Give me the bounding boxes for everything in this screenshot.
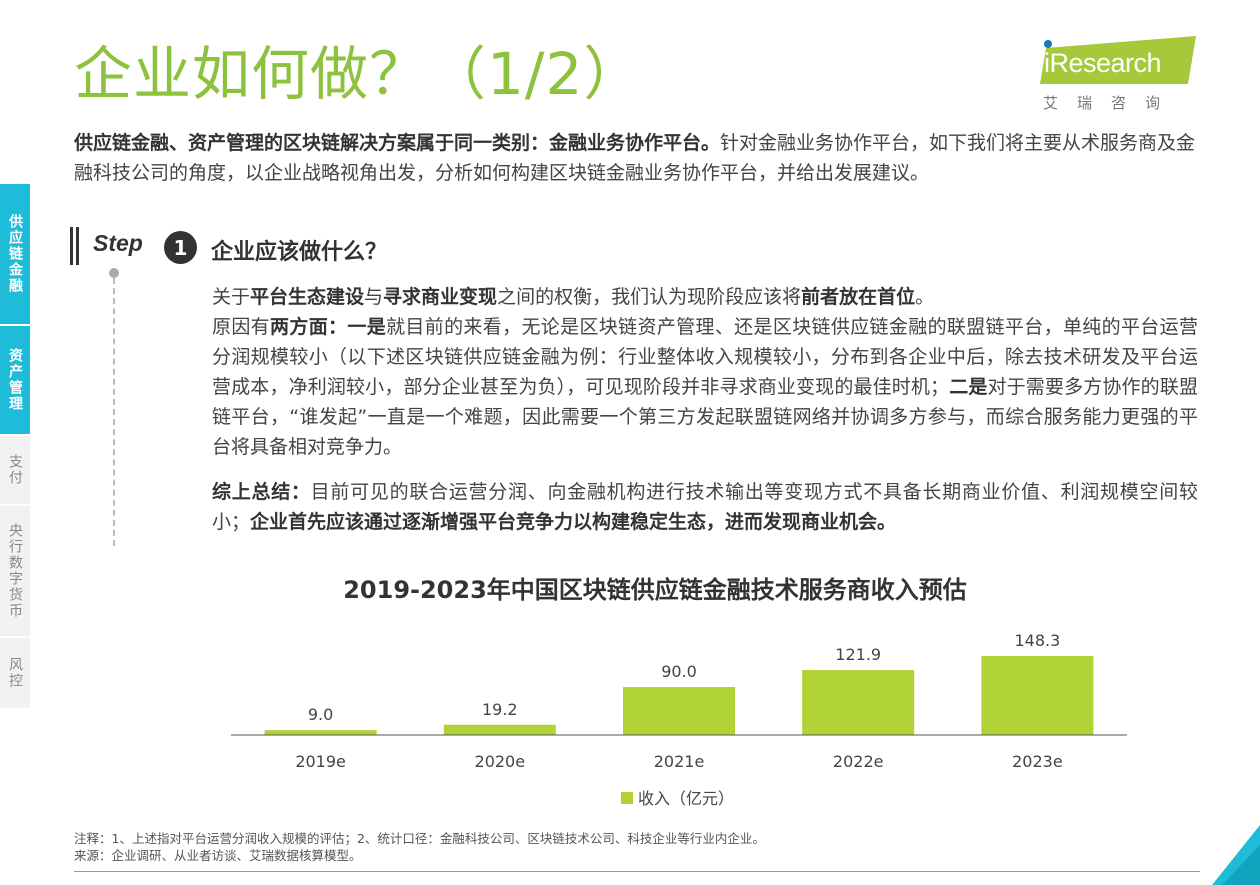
bar-2020e bbox=[443, 724, 556, 735]
bar-2021e bbox=[623, 687, 735, 735]
body-paragraph-1: 关于平台生态建设与寻求商业变现之间的权衡，我们认为现阶段应该将前者放在首位。 原因… bbox=[212, 286, 1198, 458]
legend-swatch bbox=[621, 792, 633, 804]
data-label-2019e: 9.0 bbox=[308, 705, 333, 724]
body-text: 关于平台生态建设与寻求商业变现之间的权衡，我们认为现阶段应该将前者放在首位。 原因… bbox=[212, 282, 1198, 537]
intro-paragraph: 供应链金融、资产管理的区块链解决方案属于同一类别：金融业务协作平台。针对金融业务… bbox=[74, 128, 1199, 188]
page-title: 企业如何做？（1/2） bbox=[74, 40, 643, 108]
logo-text: iResearch bbox=[1044, 48, 1162, 78]
side-navigation: 供应链金融 资产管理 支付 央行数字货币 风控 bbox=[0, 184, 30, 710]
legend-label: 收入（亿元） bbox=[638, 789, 734, 808]
bar-2022e bbox=[802, 670, 915, 735]
intro-bold: 供应链金融、资产管理的区块链解决方案属于同一类别：金融业务协作平台。 bbox=[74, 132, 721, 154]
chart-title: 2019-2023年中国区块链供应链金融技术服务商收入预估 bbox=[343, 576, 967, 604]
bar-2019e bbox=[264, 730, 377, 735]
step-marker-bars bbox=[70, 227, 80, 265]
bar-2023e bbox=[981, 656, 1094, 735]
side-tab-asset-management[interactable]: 资产管理 bbox=[0, 326, 30, 436]
tick-label-2019e: 2019e bbox=[295, 752, 346, 771]
data-label-2022e: 121.9 bbox=[835, 645, 881, 664]
footnotes: 注释：1、上述指对平台运营分润收入规模的评估；2、统计口径：金融科技公司、区块链… bbox=[74, 830, 765, 864]
tick-label-2021e: 2021e bbox=[654, 752, 705, 771]
tick-label-2022e: 2022e bbox=[833, 752, 884, 771]
step-number-badge: 1 bbox=[164, 231, 197, 264]
corner-decoration bbox=[1212, 825, 1260, 885]
data-label-2020e: 19.2 bbox=[482, 700, 518, 719]
footnote-source: 来源：企业调研、从业者访谈、艾瑞数据核算模型。 bbox=[74, 848, 362, 863]
tick-label-2023e: 2023e bbox=[1012, 752, 1063, 771]
side-tab-cbdc[interactable]: 央行数字货币 bbox=[0, 506, 30, 638]
iresearch-logo: iResearch 艾瑞咨询 bbox=[1040, 34, 1200, 114]
side-tab-risk-control[interactable]: 风控 bbox=[0, 638, 30, 710]
side-tab-supply-chain-finance[interactable]: 供应链金融 bbox=[0, 184, 30, 326]
footnote-note: 注释：1、上述指对平台运营分润收入规模的评估；2、统计口径：金融科技公司、区块链… bbox=[74, 831, 765, 846]
footer-divider bbox=[74, 871, 1200, 872]
body-paragraph-summary: 综上总结：目前可见的联合运营分润、向金融机构进行技术输出等变现方式不具备长期商业… bbox=[212, 481, 1198, 533]
tick-label-2020e: 2020e bbox=[475, 752, 526, 771]
step-label: Step bbox=[93, 230, 143, 256]
intro-rest: 针对金融业务协作平台，如下我们将主要从术服务商及金融科技公司的角度，以企业战略视… bbox=[74, 132, 1196, 184]
data-label-2021e: 90.0 bbox=[661, 662, 697, 681]
bar-chart: 9.0 2019e 19.2 2020e 90.0 2021e 121.9 2022e 148.… bbox=[231, 631, 1127, 808]
step-question: 企业应该做什么？ bbox=[211, 240, 388, 265]
logo-subtitle: 艾瑞咨询 bbox=[1043, 94, 1180, 112]
timeline-dashed-line bbox=[113, 278, 115, 546]
side-tab-payment[interactable]: 支付 bbox=[0, 436, 30, 506]
timeline-dot bbox=[109, 268, 119, 278]
data-label-2023e: 148.3 bbox=[1014, 631, 1060, 650]
